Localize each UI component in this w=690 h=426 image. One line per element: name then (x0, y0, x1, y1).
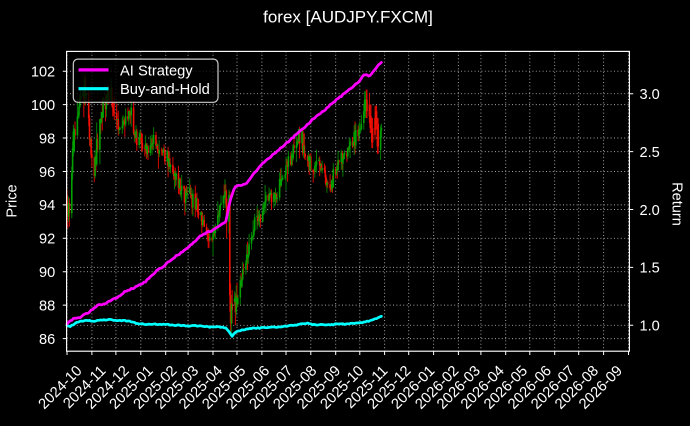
svg-text:forex [AUDJPY.FXCM]: forex [AUDJPY.FXCM] (263, 8, 433, 27)
svg-text:1.0: 1.0 (640, 319, 660, 335)
svg-text:3.0: 3.0 (640, 87, 660, 103)
svg-text:2.0: 2.0 (640, 203, 660, 219)
svg-text:94: 94 (39, 198, 55, 214)
svg-text:92: 92 (39, 232, 55, 248)
svg-text:100: 100 (31, 98, 55, 114)
svg-text:AI Strategy: AI Strategy (120, 63, 193, 79)
svg-text:Price: Price (5, 184, 21, 217)
svg-text:86: 86 (39, 332, 55, 348)
svg-text:1.5: 1.5 (640, 261, 660, 277)
svg-text:98: 98 (39, 131, 55, 147)
svg-text:96: 96 (39, 165, 55, 181)
svg-text:90: 90 (39, 265, 55, 281)
svg-text:Return: Return (669, 182, 685, 226)
svg-text:2.5: 2.5 (640, 145, 660, 161)
svg-text:102: 102 (31, 65, 55, 81)
svg-text:Buy-and-Hold: Buy-and-Hold (120, 82, 210, 98)
svg-text:88: 88 (39, 298, 55, 314)
